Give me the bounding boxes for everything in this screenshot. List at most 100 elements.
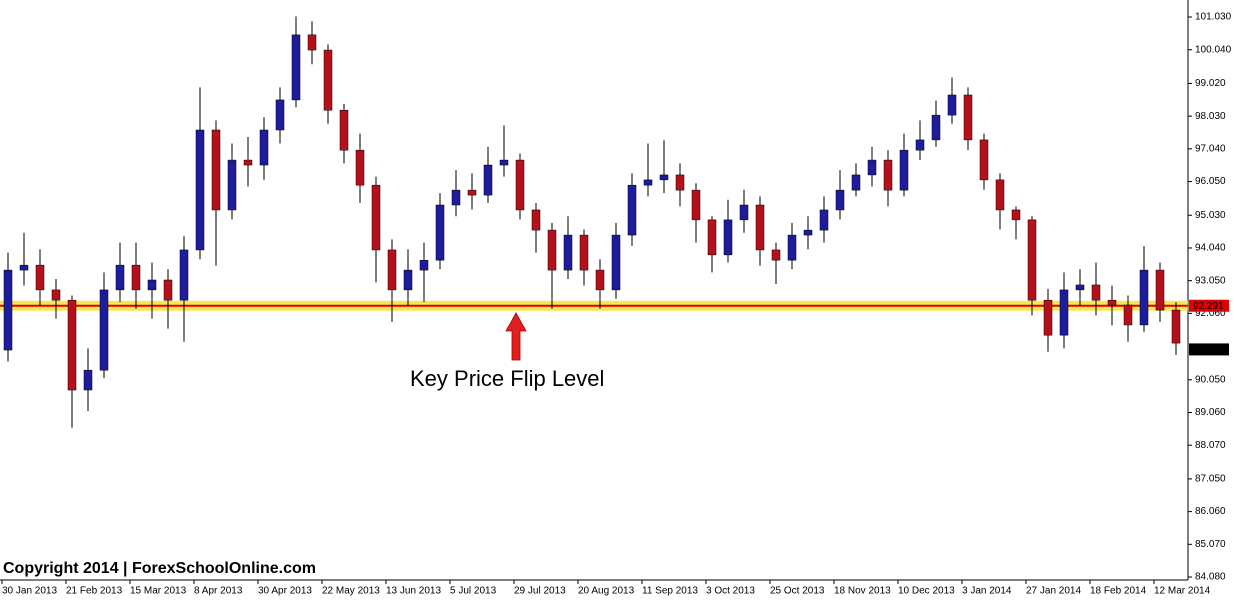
candle-body: [963, 94, 973, 141]
x-tick-label: 18 Nov 2013: [834, 586, 891, 597]
x-tick-label: 29 Jul 2013: [514, 586, 566, 597]
y-tick-label: 95.030: [1195, 210, 1226, 221]
y-tick-label: 94.040: [1195, 243, 1226, 254]
candle-body: [579, 234, 589, 271]
y-tick-label: 87.050: [1195, 474, 1226, 485]
x-tick-label: 30 Apr 2013: [258, 586, 312, 597]
candle-body: [915, 139, 925, 151]
x-tick-label: 11 Sep 2013: [642, 586, 698, 597]
candle-body: [291, 34, 301, 101]
candle-body: [355, 149, 365, 186]
candle-body: [899, 149, 909, 191]
x-tick-label: 21 Feb 2013: [66, 586, 123, 597]
candle-body: [739, 204, 749, 221]
candle-body: [467, 189, 477, 196]
candle-body: [259, 129, 269, 166]
candle-body: [1107, 299, 1117, 306]
candle-body: [35, 264, 45, 291]
candle-body: [867, 159, 877, 176]
candle-body: [483, 164, 493, 196]
candle-body: [419, 259, 429, 271]
candle-body: [659, 174, 669, 181]
y-tick-label: 86.060: [1195, 506, 1226, 517]
y-tick-label: 100.040: [1195, 44, 1232, 55]
candle-body: [723, 219, 733, 256]
candle-body: [211, 129, 221, 211]
candle-body: [643, 179, 653, 186]
candle-body: [691, 189, 701, 221]
x-tick-label: 8 Apr 2013: [194, 586, 243, 597]
candle-body: [563, 234, 573, 271]
candles: [3, 16, 1181, 428]
x-tick-label: 15 Mar 2013: [130, 586, 187, 597]
candle-body: [755, 204, 765, 251]
annotation: Key Price Flip Level: [410, 366, 604, 391]
candle-body: [371, 184, 381, 251]
x-tick-label: 10 Dec 2013: [898, 586, 955, 597]
candle-body: [323, 49, 333, 111]
candle-body: [771, 249, 781, 261]
y-tick-label: 90.050: [1195, 374, 1226, 385]
y-tick-label: 92.060: [1195, 308, 1226, 319]
candle-body: [275, 99, 285, 131]
candle-body: [611, 234, 621, 291]
candle-body: [819, 209, 829, 231]
candle-body: [195, 129, 205, 251]
y-tick-label: 97.040: [1195, 143, 1226, 154]
candle-body: [147, 279, 157, 291]
candle-body: [595, 269, 605, 291]
candle-body: [83, 369, 93, 391]
y-tick-label: 93.050: [1195, 275, 1226, 286]
x-tick-label: 3 Jan 2014: [962, 586, 1012, 597]
candle-body: [339, 109, 349, 151]
candle-body: [979, 139, 989, 181]
candle-body: [995, 179, 1005, 211]
candle-body: [67, 299, 77, 391]
x-tick-label: 18 Feb 2014: [1090, 586, 1147, 597]
x-tick-label: 30 Jan 2013: [2, 586, 57, 597]
candle-body: [547, 229, 557, 271]
candle-body: [1043, 299, 1053, 336]
x-tick-label: 27 Jan 2014: [1026, 586, 1081, 597]
x-tick-label: 12 Mar 2014: [1154, 586, 1211, 597]
candle-body: [1091, 284, 1101, 301]
candle-body: [627, 184, 637, 236]
y-tick-label: 88.070: [1195, 440, 1226, 451]
y-tick-label: 96.050: [1195, 176, 1226, 187]
candle-body: [1139, 269, 1149, 326]
candle-body: [883, 159, 893, 191]
candle-body: [387, 249, 397, 291]
candle-body: [227, 159, 237, 211]
y-tick-label: 84.080: [1195, 572, 1226, 583]
candle-body: [499, 159, 509, 166]
x-tick-label: 25 Oct 2013: [770, 586, 825, 597]
candle-body: [1171, 309, 1181, 344]
x-tick-label: 22 May 2013: [322, 586, 380, 597]
candle-body: [179, 249, 189, 301]
candle-body: [787, 234, 797, 261]
x-tick-label: 13 Jun 2013: [386, 586, 441, 597]
candle-body: [707, 219, 717, 256]
candle-body: [835, 189, 845, 211]
level-label: 92.291: [1193, 301, 1224, 312]
x-tick-label: 3 Oct 2013: [706, 586, 755, 597]
candle-body: [243, 159, 253, 166]
y-tick-label: 98.030: [1195, 111, 1226, 122]
level-label-box: [1189, 299, 1229, 312]
last-price-label-box: [1189, 343, 1229, 356]
candle-body: [1075, 284, 1085, 291]
candle-body: [1123, 304, 1133, 326]
y-tick-label: 99.020: [1195, 78, 1226, 89]
candle-body: [1027, 219, 1037, 301]
x-tick-label: 20 Aug 2013: [578, 586, 635, 597]
x-tick-label: 5 Jul 2013: [450, 586, 497, 597]
arrow-shape: [505, 312, 527, 361]
y-tick-label: 85.070: [1195, 539, 1226, 550]
candle-body: [947, 94, 957, 116]
candle-body: [515, 159, 525, 211]
candle-body: [531, 209, 541, 231]
candle-body: [307, 34, 317, 51]
candle-body: [163, 279, 173, 301]
annotation-arrow: [505, 312, 527, 361]
